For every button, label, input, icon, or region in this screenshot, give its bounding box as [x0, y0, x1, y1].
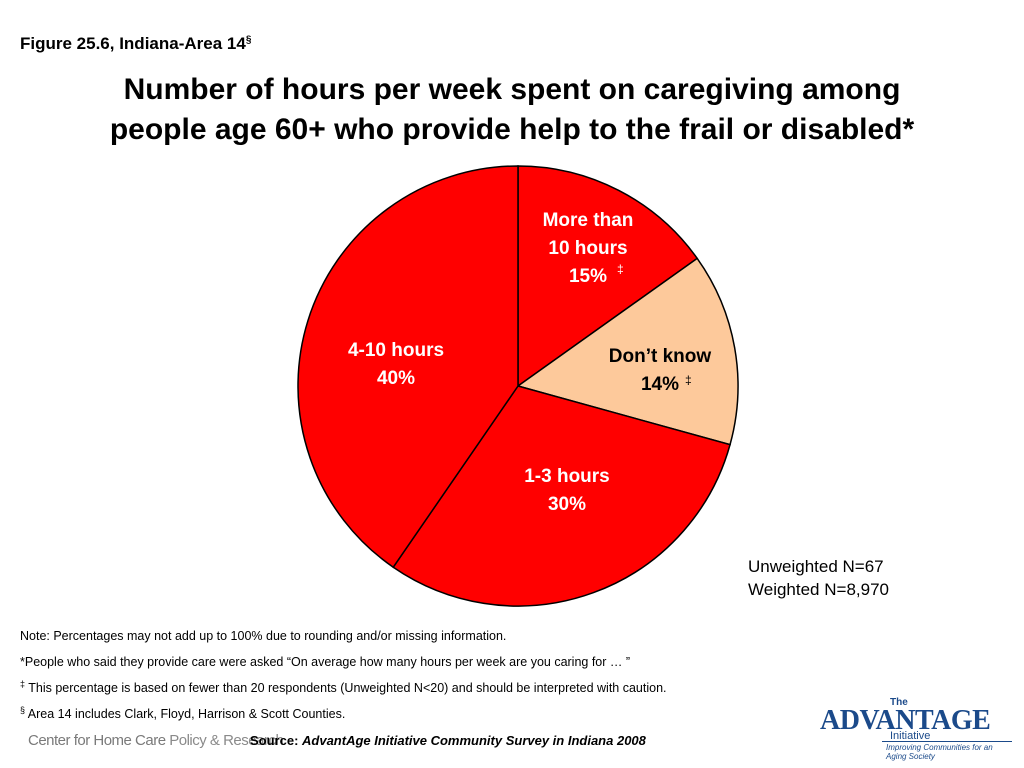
logo-brand: ADVANTAGE — [820, 705, 991, 736]
unweighted-n: Unweighted N=67 — [748, 557, 884, 576]
source-line: Source: AdvantAge Initiative Community S… — [250, 733, 646, 748]
source-title: AdvantAge Initiative Community Survey in… — [302, 733, 646, 748]
figure-label-text: Figure 25.6, Indiana-Area 14 — [20, 34, 246, 53]
slice-label-1: Don’t know 14% — [609, 346, 712, 395]
slice-label-3: 4-10 hours 40% — [348, 340, 444, 389]
slice-mark-1: ‡ — [685, 373, 692, 387]
chart-title-line-1: Number of hours per week spent on caregi… — [123, 73, 901, 106]
center-logo-text-b: Policy & Research — [169, 732, 284, 749]
center-logo: Center for Home Care Policy & Research — [28, 732, 284, 749]
pie-slice-2 — [392, 385, 731, 607]
note-question: *People who said they provide care were … — [20, 655, 631, 669]
note-area: § Area 14 includes Clark, Floyd, Harriso… — [20, 705, 345, 721]
figure-label-mark: § — [245, 34, 252, 46]
center-logo-text-a: Center for Home Care — [28, 732, 170, 749]
advantage-logo: The ADVANTAGE Initiative Improving Commu… — [820, 697, 1015, 761]
pie-slice-3 — [297, 165, 519, 569]
pie-slice-1 — [516, 257, 739, 446]
slice-mark-0: ‡ — [617, 262, 624, 276]
logo-divider — [882, 741, 1012, 742]
logo-the: The — [890, 697, 908, 708]
chart-title-line-2: people age 60+ who provide help to the f… — [109, 113, 915, 146]
chart-title: Number of hours per week spent on caregi… — [0, 70, 1024, 150]
slice-label-2: 1-3 hours 30% — [524, 466, 610, 515]
note-rounding: Note: Percentages may not add up to 100%… — [20, 629, 507, 643]
note-area-mark: § — [20, 705, 26, 715]
logo-initiative: Initiative — [890, 730, 931, 742]
logo-tagline: Improving Communities for an Aging Socie… — [886, 743, 993, 761]
note-caution: ‡ This percentage is based on fewer than… — [20, 679, 667, 695]
note-caution-text: This percentage is based on fewer than 2… — [25, 681, 667, 696]
figure-label: Figure 25.6, Indiana-Area 14§ — [20, 34, 251, 54]
sample-size: Unweighted N=67 Weighted N=8,970 — [748, 555, 889, 601]
note-caution-mark: ‡ — [20, 679, 26, 689]
source-prefix: Source: — [250, 733, 303, 748]
note-area-text: Area 14 includes Clark, Floyd, Harrison … — [25, 707, 346, 722]
slice-label-0: More than 10 hours 15% — [543, 210, 634, 287]
weighted-n: Weighted N=8,970 — [748, 580, 889, 599]
pie-slice-0 — [517, 165, 699, 388]
